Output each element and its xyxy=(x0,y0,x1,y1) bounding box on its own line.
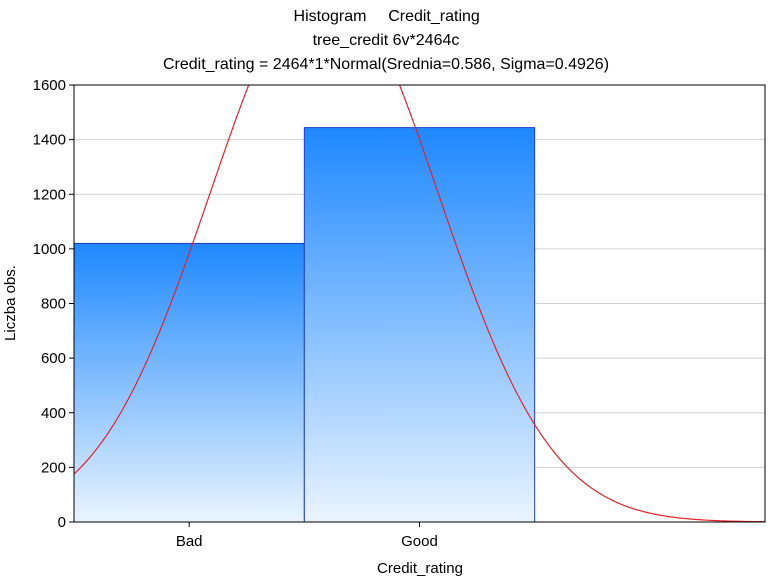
y-tick-label: 600 xyxy=(41,350,66,367)
chart-title: Histogram xyxy=(294,8,367,25)
chart-variable: Credit_rating xyxy=(388,8,480,25)
chart-subtitle: tree_credit 6v*2464c xyxy=(313,32,460,49)
x-tick-label: Good xyxy=(401,533,438,550)
y-axis-ticks: 0 200 400 600 800 1000 1200 1400 1600 xyxy=(33,77,74,531)
normal-curve-layer xyxy=(74,85,765,522)
bars xyxy=(73,127,536,523)
chart-formula: Credit_rating = 2464*1*Normal(Srednia=0.… xyxy=(163,56,609,73)
y-tick-label: 1600 xyxy=(33,77,66,94)
bar-good xyxy=(303,127,536,523)
y-tick-label: 1400 xyxy=(33,132,66,149)
x-axis-label: Credit_rating xyxy=(377,560,463,577)
bar-bad xyxy=(73,242,305,523)
x-tick-label: Bad xyxy=(176,533,203,550)
normal-fit-curve xyxy=(74,85,765,522)
y-tick-label: 400 xyxy=(41,405,66,422)
y-tick-label: 1000 xyxy=(33,241,66,258)
y-tick-label: 0 xyxy=(58,514,66,531)
y-tick-label: 200 xyxy=(41,459,66,476)
y-axis-label: Liczba obs. xyxy=(2,265,19,341)
x-axis-ticks: Bad Good xyxy=(176,522,438,550)
y-tick-label: 800 xyxy=(41,296,66,313)
y-tick-label: 1200 xyxy=(33,186,66,203)
